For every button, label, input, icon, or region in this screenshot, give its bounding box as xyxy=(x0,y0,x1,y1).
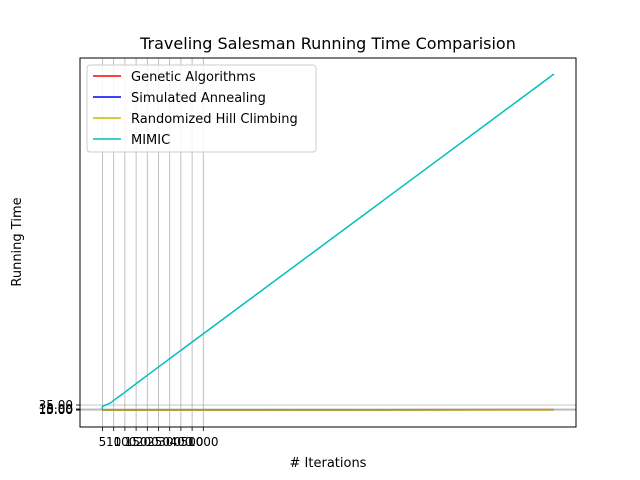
legend-label: Genetic Algorithms xyxy=(131,70,256,85)
plot-frame xyxy=(79,57,577,428)
legend-label: Randomized Hill Climbing xyxy=(131,112,298,127)
legend-label: MIMIC xyxy=(131,133,170,148)
y-tick-label: 5.00 xyxy=(46,403,73,417)
y-tick-label: 15.00 xyxy=(39,402,73,416)
x-tick-label: 300 xyxy=(158,435,181,449)
x-tick-label: 150 xyxy=(125,435,148,449)
x-tick-label: 250 xyxy=(147,435,170,449)
y-tick-label: 10.00 xyxy=(39,403,73,417)
x-tick-label: 500 xyxy=(181,435,204,449)
x-tick-label: 5 xyxy=(99,435,107,449)
series-line-mimic xyxy=(101,73,555,410)
y-tick-label: 0.00 xyxy=(46,403,73,417)
x-tick-label: 400 xyxy=(169,435,192,449)
legend: Genetic Algorithms Simulated Annealing Ran… xyxy=(86,64,317,153)
x-tick-label: 200 xyxy=(136,435,159,449)
x-tick-label: 10 xyxy=(106,435,121,449)
y-tick-label: 35.00 xyxy=(39,398,73,412)
legend-label: Simulated Annealing xyxy=(131,91,266,106)
x-tick-label: 1000 xyxy=(188,435,219,449)
x-tick-label: 100 xyxy=(113,435,136,449)
y-axis-label: Running Time xyxy=(10,197,25,286)
legend-box xyxy=(86,64,317,153)
series-lines xyxy=(101,73,555,411)
chart-title: Traveling Salesman Running Time Comparis… xyxy=(139,34,516,53)
x-axis-label: # Iterations xyxy=(290,456,367,471)
